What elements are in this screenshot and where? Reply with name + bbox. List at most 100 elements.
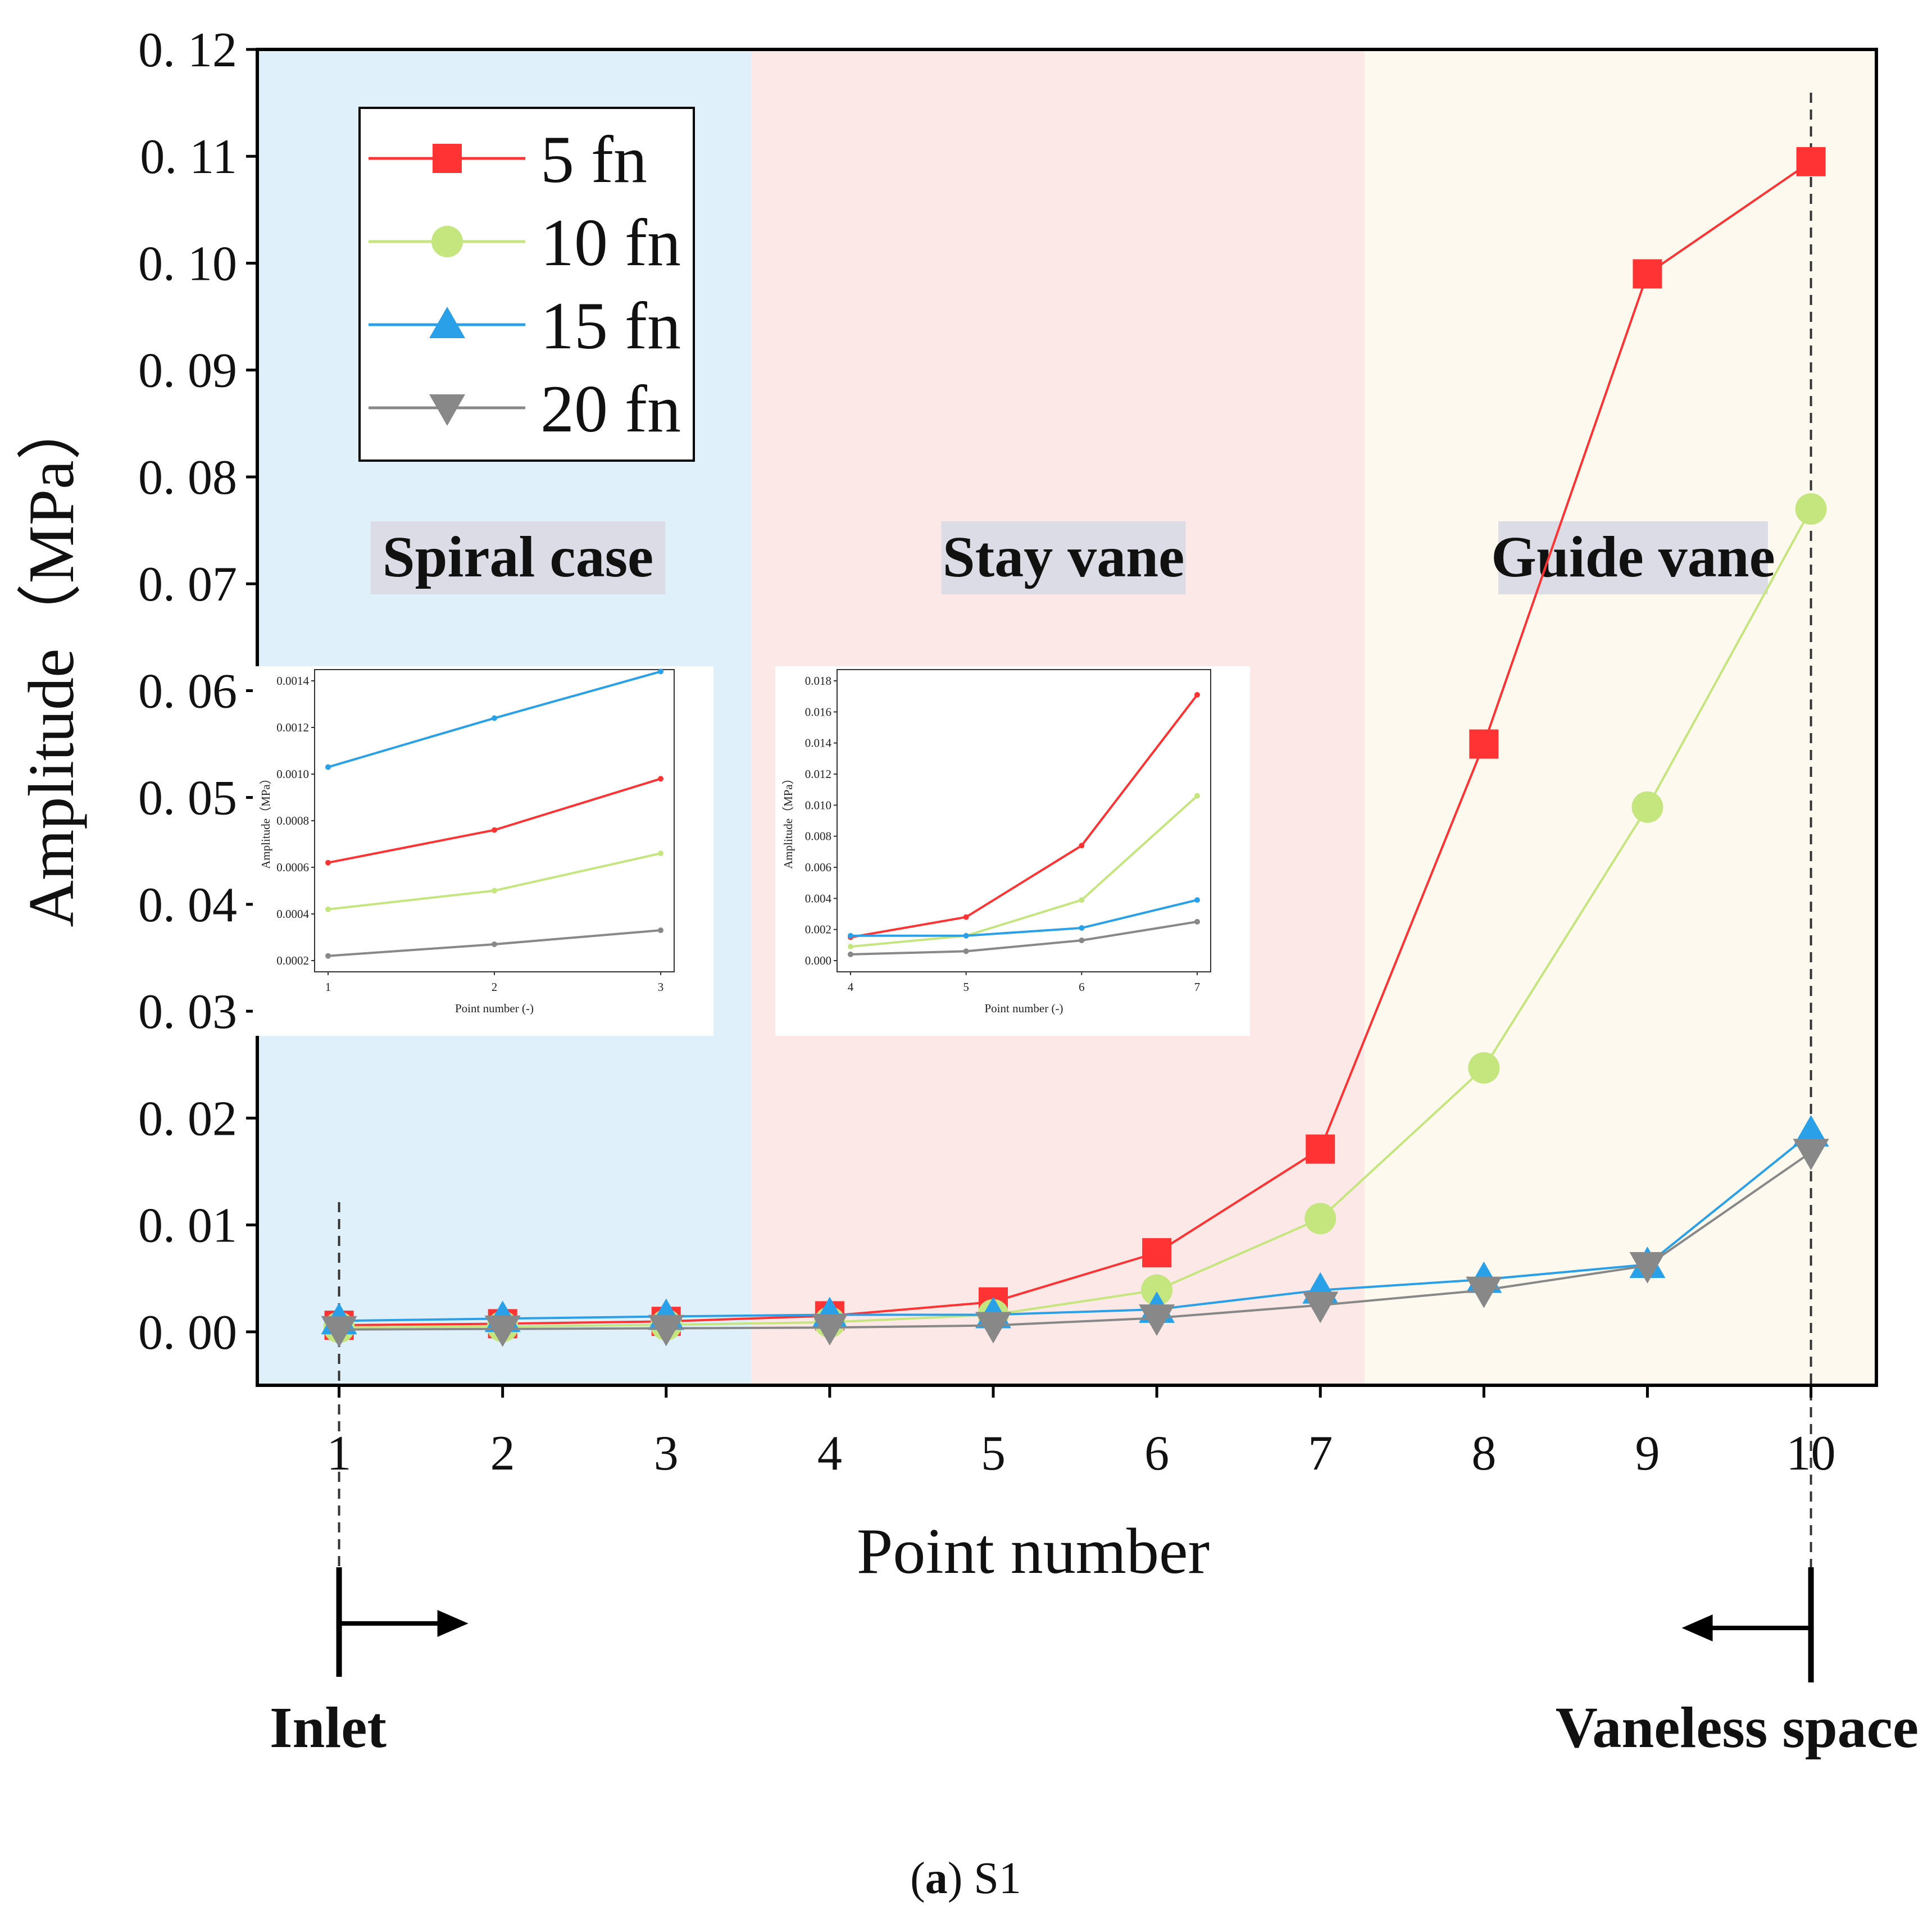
region-label: Spiral case: [383, 525, 653, 589]
inset-y-tick-label: 0.012: [805, 767, 831, 781]
x-tick-label: 5: [981, 1426, 1006, 1481]
series-20-fn: [321, 1139, 1829, 1348]
inset-data-point: [658, 927, 663, 934]
inset-data-point: [492, 888, 497, 894]
y-tick-label: 0. 12: [138, 23, 237, 78]
region-label-group: Spiral case: [370, 521, 666, 594]
inset-y-tick-label: 0.008: [805, 830, 831, 843]
inset-x-tick-label: 1: [325, 980, 331, 994]
inset-data-point: [963, 914, 969, 920]
data-point: [429, 394, 465, 426]
x-tick-label: 4: [817, 1426, 842, 1481]
data-point: [321, 1316, 357, 1348]
vaneless-arrow-head: [1681, 1614, 1713, 1641]
inset-data-point: [1194, 692, 1200, 698]
legend-box: [358, 107, 695, 462]
y-tick-label: 0. 05: [138, 771, 237, 826]
inset-data-point: [658, 850, 663, 857]
inset-data-point: [848, 951, 853, 957]
caption-letter: a: [925, 1854, 948, 1903]
legend: 5 fn 10 fn 15 fn 20 fn: [358, 107, 695, 462]
inset-series-line: [850, 920, 1198, 956]
y-tick-label: 0. 09: [138, 344, 237, 398]
inset-y-tick-label: 0.0010: [276, 767, 309, 781]
inset-data-point: [658, 668, 663, 675]
data-point: [1469, 729, 1499, 759]
inset-data-point: [325, 906, 331, 912]
inset-y-tick-label: 0.0002: [276, 954, 309, 967]
data-point: [1796, 147, 1826, 176]
inset-data-point: [1194, 918, 1200, 925]
x-axis: 1 2 3 4 5 6 7 8 9 10: [327, 1385, 1836, 1481]
data-point: [1466, 1276, 1502, 1308]
y-tick-label: 0. 04: [138, 878, 237, 933]
inset-data-point: [963, 948, 969, 954]
region-label-group: Stay vane: [941, 521, 1186, 594]
inset-data-point: [963, 933, 969, 939]
inset-chart: 0.0002 0.0004 0.0006 0.0008 0.0010 0.0012 0.00…: [253, 666, 713, 1036]
region-label-group: Guide vane: [1491, 521, 1775, 594]
x-tick-label: 1: [327, 1426, 352, 1481]
inset-y-tick-label: 0.0012: [276, 721, 309, 734]
data-point: [433, 144, 462, 173]
data-point: [1302, 1291, 1339, 1323]
y-tick-label: 0. 08: [138, 451, 237, 505]
data-point: [1141, 1274, 1173, 1306]
y-tick-label: 0. 01: [138, 1199, 237, 1253]
legend-label: 10 fn: [540, 205, 681, 280]
inset-data-point: [848, 944, 853, 950]
inset-chart: 0.000 0.002 0.004 0.006 0.008 0.010 0.012 0.014…: [775, 666, 1250, 1036]
inset-y-tick-label: 0.018: [805, 674, 831, 688]
x-tick-label: 8: [1471, 1426, 1496, 1481]
x-tick-label: 3: [654, 1426, 679, 1481]
y-tick-label: 0. 03: [138, 985, 237, 1039]
inset-series-line: [850, 694, 1198, 939]
series-line: [339, 1151, 1812, 1331]
data-point: [1629, 1252, 1666, 1284]
inset-data-point: [325, 859, 331, 866]
flow-markers: Inlet Vaneless space: [270, 1567, 1919, 1760]
data-point: [1793, 1139, 1829, 1171]
region-label: Guide vane: [1491, 525, 1775, 589]
x-tick-label: 9: [1635, 1426, 1660, 1481]
inset-data-point: [325, 764, 331, 770]
region-label-box: [941, 521, 1186, 594]
inset-data-point: [1079, 938, 1085, 944]
series-line: [339, 161, 1812, 1327]
inset-y-tick-label: 0.002: [805, 923, 831, 936]
y-tick-label: 0. 10: [138, 236, 237, 291]
inset-data-point: [848, 933, 853, 939]
inset-background: [775, 666, 1250, 1036]
data-point: [975, 1312, 1011, 1344]
legend-label: 5 fn: [540, 122, 647, 197]
inset-series-line: [850, 795, 1198, 948]
data-point: [484, 1315, 521, 1347]
inset-frame: [837, 669, 1211, 972]
inset-data-point: [1079, 843, 1085, 849]
y-tick-label: 0. 02: [138, 1091, 237, 1146]
inset-x-tick-label: 4: [848, 980, 854, 994]
inset-data-point: [1194, 897, 1200, 903]
inset-y-tick-label: 0.000: [805, 954, 831, 967]
inset-data-point: [1079, 897, 1085, 903]
inlet-label: Inlet: [270, 1695, 387, 1760]
series-line: [339, 1132, 1812, 1322]
vaneless-label: Vaneless space: [1556, 1695, 1919, 1760]
data-point: [1633, 259, 1662, 289]
data-point: [1631, 791, 1663, 823]
inset-y-tick-label: 0.016: [805, 705, 831, 718]
y-tick-label: 0. 11: [140, 130, 237, 184]
data-point: [648, 1314, 684, 1347]
inset-data-point: [1079, 925, 1085, 931]
inset-y-tick-label: 0.010: [805, 798, 831, 812]
data-point: [1793, 1115, 1829, 1147]
inset-data-point: [492, 941, 497, 947]
legend-label: 15 fn: [540, 288, 681, 363]
figure-caption: (a) S1: [910, 1854, 1021, 1903]
y-tick-label: 0. 07: [138, 557, 237, 612]
inset-data-point: [492, 715, 497, 721]
y-tick-label: 0. 00: [138, 1306, 237, 1360]
y-tick-label: 0. 06: [138, 664, 237, 718]
